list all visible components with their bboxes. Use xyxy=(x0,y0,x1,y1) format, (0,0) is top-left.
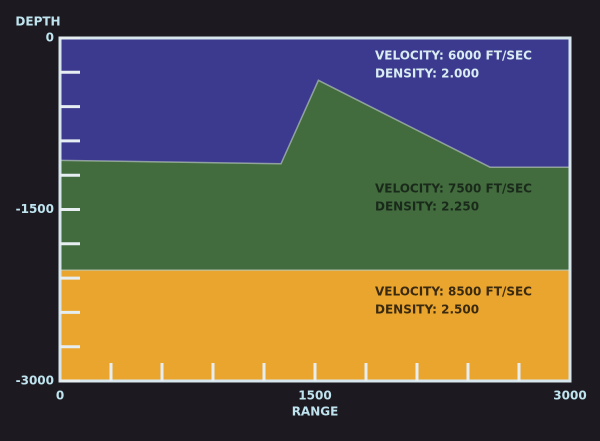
layer-fill xyxy=(60,80,570,271)
layer-velocity-label: VELOCITY: 6000 FT/SEC xyxy=(375,49,532,63)
layer-velocity-label: VELOCITY: 7500 FT/SEC xyxy=(375,182,532,196)
x-tick-label: 0 xyxy=(56,389,64,403)
layer-density-label: DENSITY: 2.250 xyxy=(375,200,479,214)
y-tick-label: -3000 xyxy=(16,374,54,388)
y-axis-label: DEPTH xyxy=(15,15,60,29)
layer-boundary xyxy=(59,79,570,168)
layer-velocity-label: VELOCITY: 8500 FT/SEC xyxy=(375,285,532,299)
layer-fill xyxy=(60,270,570,381)
x-tick-label: 3000 xyxy=(553,389,586,403)
plot-area xyxy=(59,38,570,381)
y-tick-label: -1500 xyxy=(16,202,54,216)
layer-density-label: DENSITY: 2.500 xyxy=(375,303,479,317)
layer-density-label: DENSITY: 2.000 xyxy=(375,67,479,81)
layer-fill xyxy=(60,38,570,168)
x-axis-label: RANGE xyxy=(292,405,339,419)
x-tick-label: 1500 xyxy=(298,389,331,403)
y-tick-label: 0 xyxy=(46,31,54,45)
